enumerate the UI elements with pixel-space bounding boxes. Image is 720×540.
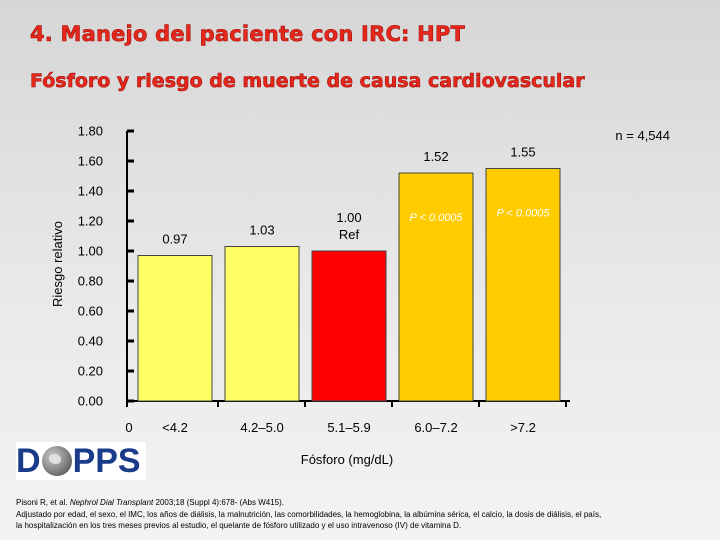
data-label-line: 1.03 bbox=[249, 223, 274, 238]
bar bbox=[398, 172, 474, 402]
y-tick-label: 0.60 bbox=[78, 304, 103, 319]
y-tick-label: 0.00 bbox=[78, 394, 103, 409]
sample-size-annotation: n = 4,544 bbox=[615, 128, 670, 143]
data-label-line: 1.00 bbox=[336, 210, 361, 225]
y-tick-label: 1.00 bbox=[78, 244, 103, 259]
x-tick-label: <4.2 bbox=[162, 420, 188, 435]
data-label: 1.00 Ref bbox=[336, 210, 361, 242]
y-tick-label: 1.40 bbox=[78, 184, 103, 199]
slide-title: 4. Manejo del paciente con IRC: HPT bbox=[30, 22, 466, 47]
y-tick-label: 1.60 bbox=[78, 154, 103, 169]
y-tick-label: 1.20 bbox=[78, 214, 103, 229]
globe-icon bbox=[41, 446, 72, 476]
bar bbox=[137, 255, 213, 402]
y-tick-label: 0.20 bbox=[78, 364, 103, 379]
y-tick-label: 1.80 bbox=[78, 124, 103, 139]
slide-subtitle: Fósforo y riesgo de muerte de causa card… bbox=[30, 70, 585, 93]
data-label-line: 0.97 bbox=[162, 232, 187, 247]
x-origin-label: 0 bbox=[125, 420, 132, 435]
footnote-adjustment-1: Adjustado por edad, el sexo, el IMC, los… bbox=[16, 509, 602, 519]
bar bbox=[224, 246, 300, 402]
data-label: 1.55 bbox=[510, 145, 535, 160]
y-tick-label: 0.40 bbox=[78, 334, 103, 349]
dopps-logo: D PPS bbox=[16, 442, 146, 480]
x-tick-label: 4.2–5.0 bbox=[240, 420, 283, 435]
data-label-line: 1.52 bbox=[423, 149, 448, 164]
bar bbox=[311, 250, 387, 402]
x-tick-label: 5.1–5.9 bbox=[327, 420, 370, 435]
data-label-line: 1.55 bbox=[510, 145, 535, 160]
logo-letters-pps: PPS bbox=[72, 442, 141, 480]
data-label: 1.52 bbox=[423, 149, 448, 164]
data-label: 0.97 bbox=[162, 232, 187, 247]
logo-letter-d: D bbox=[16, 442, 41, 480]
x-tick-label: >7.2 bbox=[510, 420, 536, 435]
bar bbox=[485, 168, 561, 402]
y-axis-label: Riesgo relativo bbox=[50, 221, 65, 307]
footnote-adjustment-2: la hospitalización en los tres meses pre… bbox=[16, 521, 462, 530]
data-label-line: Ref bbox=[339, 227, 360, 242]
y-tick-label: 0.80 bbox=[78, 274, 103, 289]
p-value-label: P < 0.0005 bbox=[496, 208, 550, 220]
p-value-label: P < 0.0005 bbox=[409, 212, 463, 224]
x-tick-label: 6.0–7.2 bbox=[414, 420, 457, 435]
footnote-journal: Nephrol Dial Transplant bbox=[69, 498, 154, 507]
footnote-citation: Pisoni R, et al. Nephrol Dial Transplant… bbox=[16, 498, 285, 507]
footnote: Pisoni R, et al. Nephrol Dial Transplant… bbox=[16, 497, 706, 532]
x-axis-label: Fósforo (mg/dL) bbox=[301, 452, 393, 467]
bar-chart: 0.00 0.20 0.40 0.60 0.80 1.00 1.20 1.40 1.60 1.80… bbox=[50, 124, 670, 468]
data-label: 1.03 bbox=[249, 223, 274, 238]
